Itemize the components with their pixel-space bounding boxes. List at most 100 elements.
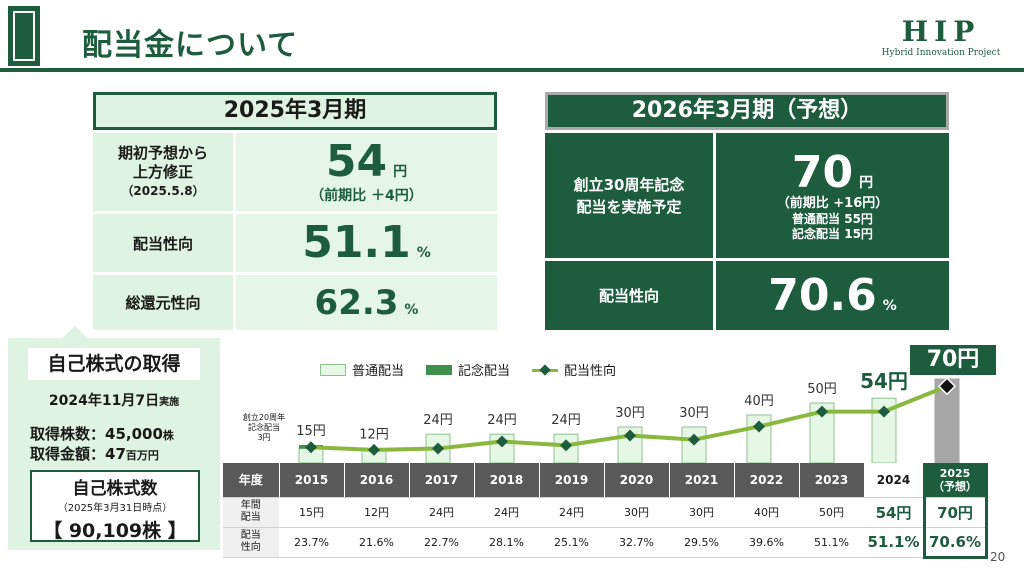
page-number: 20	[990, 550, 1006, 564]
annotation-line1: 創立20周年	[242, 413, 286, 422]
year-label: 年度	[223, 463, 280, 498]
treasury-title: 自己株式の取得	[28, 348, 200, 380]
dividend-table: 年度 2015 2016 2017 2018 2019 2020 2021 2022 2023 20…	[223, 463, 988, 559]
fy2025-revision-line1: 期初予想から	[117, 144, 208, 162]
legend-label-payout: 配当性向	[564, 364, 617, 379]
fy2026-dividend-cell: 70 円 （前期比 +16円） 普通配当 55円 記念配当 15円	[716, 133, 949, 258]
fy2025-dividend-cell: 54 円 （前期比 ＋4円）	[236, 133, 497, 211]
year-cell-2020: 2020	[604, 463, 670, 498]
fy2025-revision-line2: 上方修正	[132, 163, 193, 181]
payout-marker-2024	[878, 405, 890, 418]
legend-label-commemorative: 記念配当	[458, 364, 511, 379]
fy2026-regular-dividend: 普通配当 55円	[792, 211, 873, 226]
table-row-payout: 配当 性向 23.7% 21.6% 22.7% 28.1% 25.1% 32.7% 29.5%…	[223, 527, 988, 559]
payout-marker-2022	[753, 420, 765, 433]
header-accent-frame	[13, 11, 35, 61]
year-cell-2019: 2019	[539, 463, 605, 498]
bar-label-2016: 12円	[359, 428, 389, 443]
forecast-dividend-badge: 70円	[910, 345, 996, 375]
dividend-cell-2019: 24円	[539, 497, 605, 528]
table-row-dividend: 年間 配当 15円 12円 24円 24円 24円 30円 30円 40円 50円 54円 70円	[223, 497, 988, 528]
bar-label-2017: 24円	[423, 413, 453, 428]
dividend-cell-2023: 50円	[799, 497, 865, 528]
treasury-count-asof: （2025年3月31日時点）	[57, 503, 173, 514]
payout-cell-2015: 23.7%	[279, 527, 345, 558]
payout-cell-2022: 39.6%	[734, 527, 800, 558]
fy2026-commemorative-dividend: 記念配当 15円	[792, 226, 873, 241]
page-title: 配当金について	[82, 28, 299, 63]
fy2025-revision-label: 期初予想から 上方修正 （2025.5.8）	[93, 133, 233, 211]
treasury-count-value: 【 90,109株 】	[43, 520, 187, 542]
commemorative-annotation: 創立20周年 記念配当 3円	[238, 413, 290, 443]
year-cell-2023: 2023	[799, 463, 865, 498]
bar-label-2018: 24円	[487, 413, 517, 428]
fy2026-commemorative-label: 創立30周年記念 配当を実施予定	[545, 133, 713, 258]
logo-mark: HIP	[901, 15, 981, 48]
payout-cell-2025: 70.6%	[922, 527, 988, 559]
fy2025-revision-date: （2025.5.8）	[121, 184, 205, 198]
fy2026-commemorative-line2: 配当を実施予定	[576, 197, 682, 216]
treasury-amount-unit: 百万円	[125, 449, 159, 462]
fy2025-total-return-unit: %	[404, 301, 419, 318]
legend-item-payout: 配当性向	[532, 360, 616, 379]
treasury-shares-label: 取得株数：45,000	[30, 425, 163, 443]
treasury-count-box: 自己株式数 （2025年3月31日時点） 【 90,109株 】	[30, 470, 200, 542]
fy2026-dividend-value: 70	[791, 146, 854, 198]
year-cell-2025: 2025 （予想）	[922, 463, 988, 498]
dividend-cell-2021: 30円	[669, 497, 735, 528]
fy2026-payout-value: 70.6	[768, 269, 877, 321]
year-cell-2017: 2017	[409, 463, 475, 498]
dividend-cell-2020: 30円	[604, 497, 670, 528]
payout-label: 配当 性向	[223, 527, 280, 558]
year-cell-2024: 2024	[864, 463, 925, 498]
payout-marker-2016	[368, 443, 380, 456]
fy2025-payout-cell: 51.1%	[236, 214, 497, 272]
bar-label-2022: 40円	[744, 394, 774, 409]
chart-legend: 普通配当 記念配当 配当性向	[320, 360, 616, 379]
payout-marker-2025	[937, 377, 957, 396]
payout-marker-2021	[688, 433, 700, 446]
legend-item-commemorative: 記念配当	[426, 360, 510, 379]
dividend-cell-2017: 24円	[409, 497, 475, 528]
hip-logo: HIP Hybrid Innovation Project	[866, 18, 1016, 62]
treasury-date-value: 2024年11月7日	[48, 393, 160, 409]
fy2025-payout-unit: %	[416, 245, 431, 261]
payout-cell-2018: 28.1%	[474, 527, 540, 558]
legend-swatch-regular	[320, 363, 346, 376]
bar-label-2015: 15円	[296, 424, 326, 439]
payout-cell-2021: 29.5%	[669, 527, 735, 558]
fy2026-heading: 2026年3月期（予想）	[545, 92, 949, 130]
legend-swatch-commemorative	[426, 364, 453, 375]
fy2026-dividend-change: （前期比 +16円）	[776, 195, 889, 211]
payout-cell-2020: 32.7%	[604, 527, 670, 558]
payout-cell-2024: 51.1%	[864, 527, 925, 558]
bar-label-2024: 54円	[860, 369, 908, 393]
treasury-shares: 取得株数：45,000株	[30, 423, 174, 444]
annotation-line2: 記念配当	[248, 423, 280, 432]
payout-marker-2020	[624, 429, 636, 442]
fy2025-dividend-unit: 円	[393, 164, 408, 180]
fy2025-dividend-change: （前期比 ＋4円）	[310, 188, 423, 204]
year-cell-2016: 2016	[344, 463, 410, 498]
fy2026-payout-label: 配当性向	[545, 261, 713, 330]
legend-label-regular: 普通配当	[352, 364, 405, 379]
legend-swatch-payout	[532, 364, 559, 376]
fy2026-commemorative-line1: 創立30周年記念	[573, 175, 685, 194]
logo-tagline: Hybrid Innovation Project	[881, 48, 1001, 58]
table-header-row: 年度 2015 2016 2017 2018 2019 2020 2021 2022 2023 20…	[223, 463, 988, 498]
payout-cell-2019: 25.1%	[539, 527, 605, 558]
dividend-cell-2022: 40円	[734, 497, 800, 528]
treasury-shares-unit: 株	[162, 429, 174, 442]
payout-marker-2015	[305, 441, 317, 454]
treasury-amount-label: 取得金額：47	[30, 445, 126, 463]
dividend-cell-2015: 15円	[279, 497, 345, 528]
bar-label-2019: 24円	[551, 413, 581, 428]
fy2025-dividend-value: 54	[325, 136, 388, 187]
payout-marker-2023	[816, 405, 828, 418]
annotation-line3: 3円	[257, 433, 271, 442]
dividend-cell-2024: 54円	[864, 497, 925, 528]
bar-label-2023: 50円	[807, 382, 837, 397]
fy2025-heading: 2025年3月期	[93, 92, 497, 130]
legend-item-regular: 普通配当	[320, 360, 404, 379]
